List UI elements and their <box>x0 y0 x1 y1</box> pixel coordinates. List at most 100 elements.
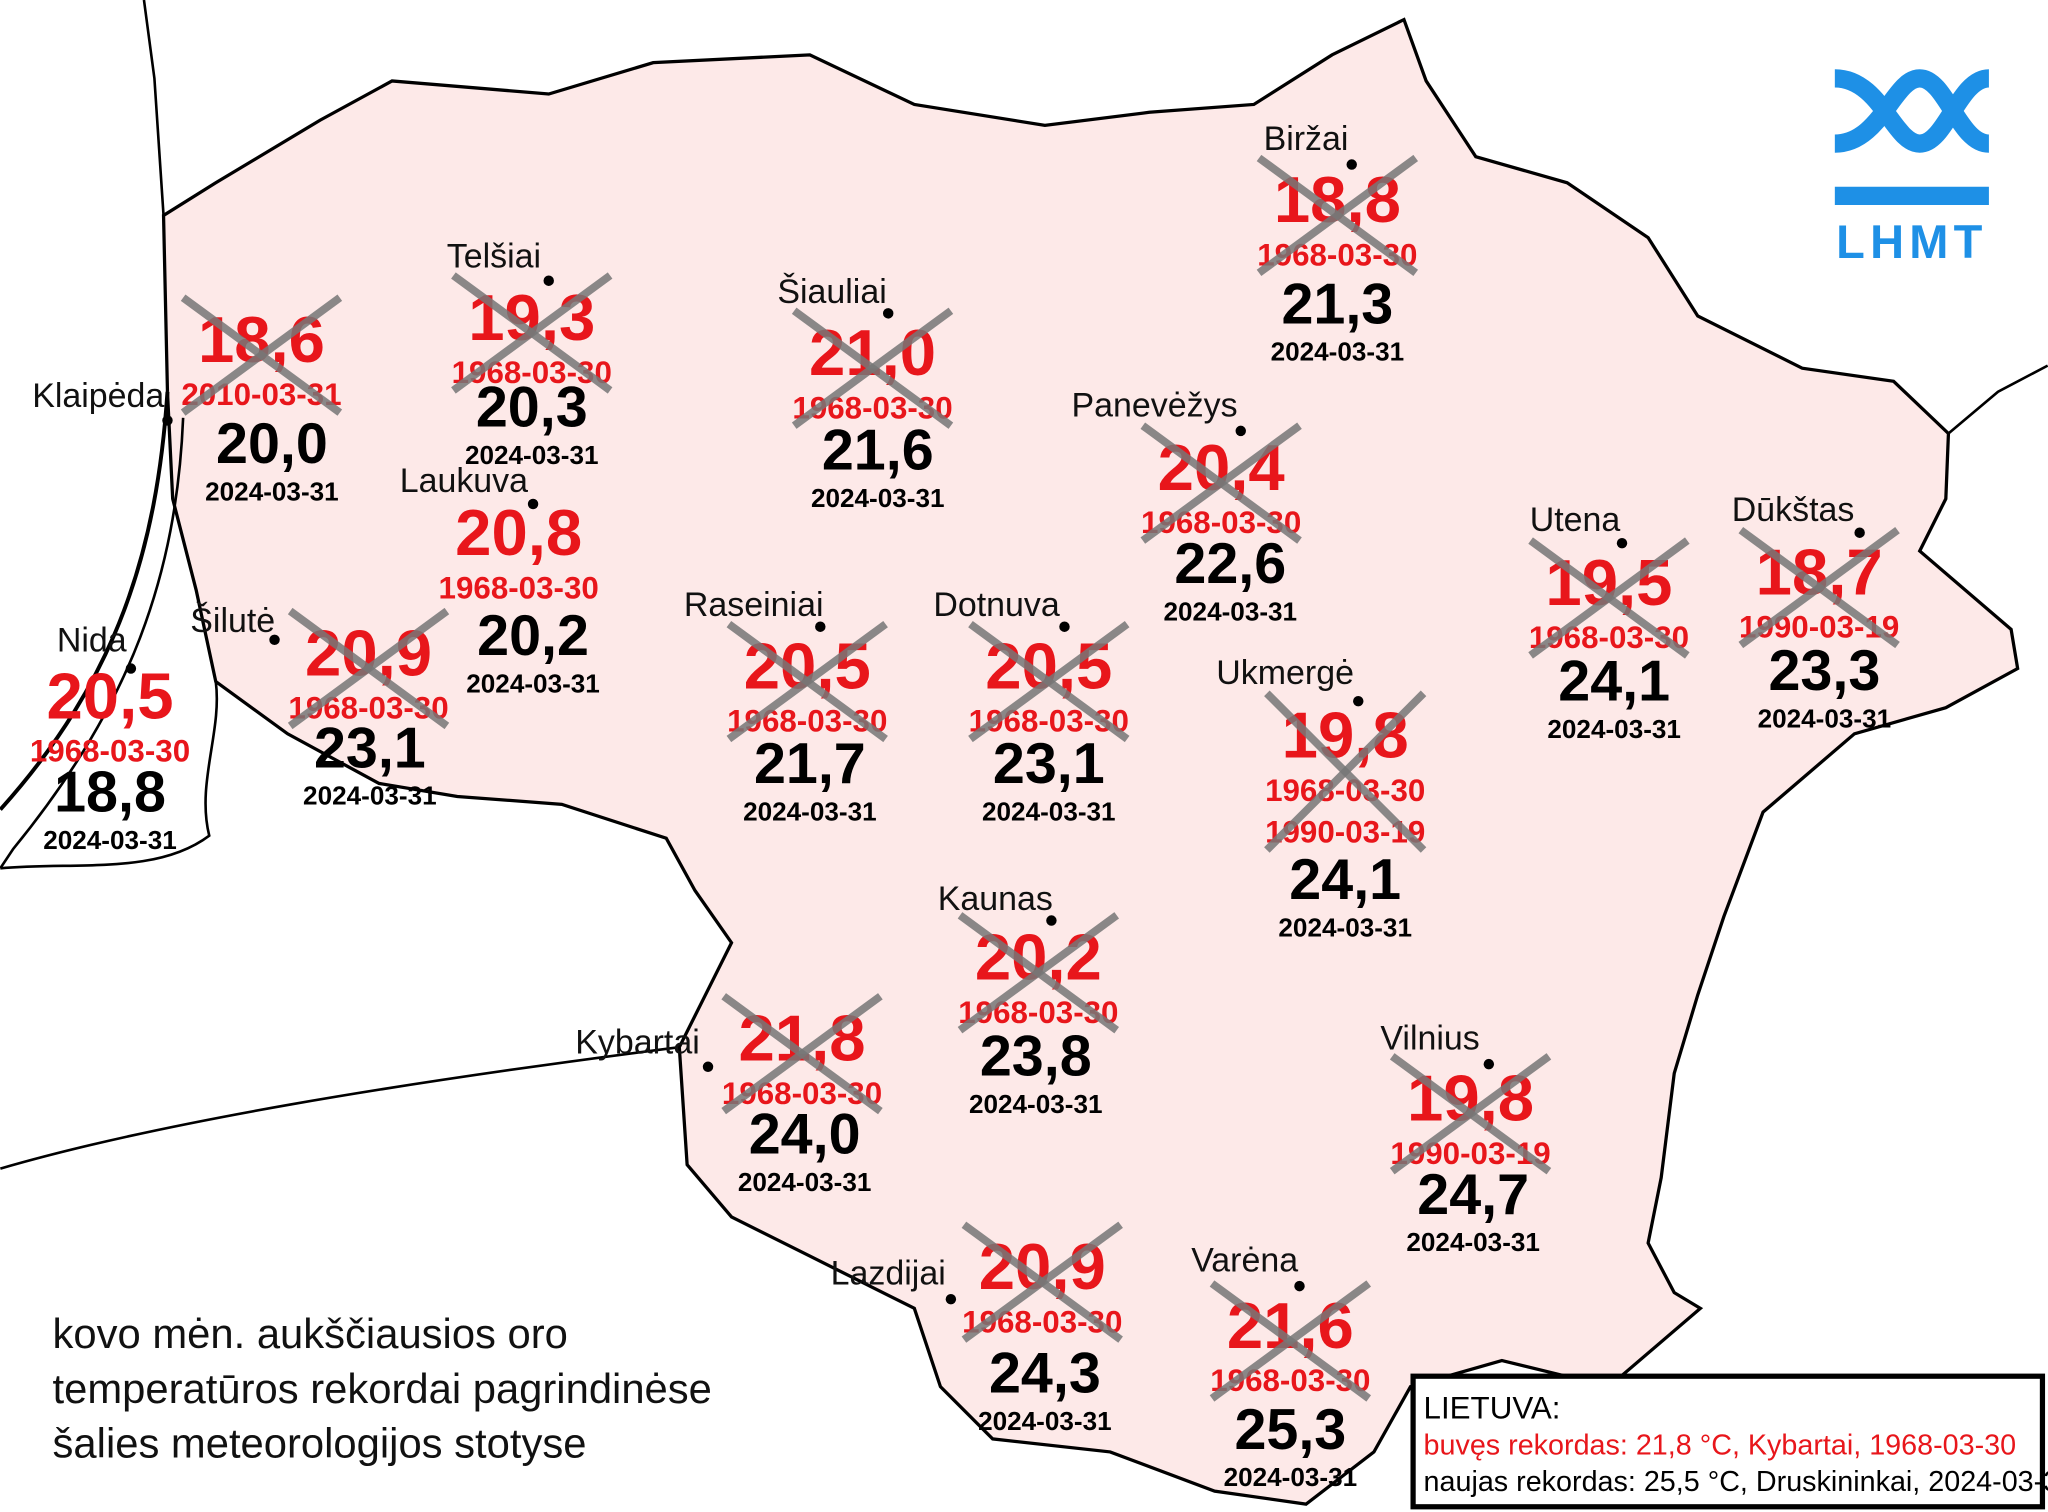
new-record-value: 23,1 <box>314 716 426 780</box>
lagoon-line <box>0 681 219 870</box>
cross-line <box>721 993 883 1115</box>
logo-wave <box>1833 69 1991 153</box>
station-dot <box>125 663 137 674</box>
cross-line <box>287 607 450 730</box>
old-record-value: 19,5 <box>1545 546 1672 619</box>
old-record-date: 1968-03-30 <box>1265 773 1425 808</box>
new-record-value: 21,7 <box>754 732 866 796</box>
station-dot <box>945 1293 957 1305</box>
new-record-value: 21,6 <box>822 419 934 483</box>
station-name: Klaipėda <box>32 377 164 415</box>
new-record-date: 2024-03-31 <box>811 483 945 513</box>
border-line <box>1947 364 2048 435</box>
station-dot <box>527 498 539 510</box>
station-name: Kaunas <box>938 880 1053 918</box>
old-record-value: 20,9 <box>305 616 432 689</box>
new-record-value: 24,1 <box>1558 650 1670 714</box>
cross-line <box>1528 537 1690 659</box>
new-record-date: 2024-03-31 <box>205 476 339 506</box>
station-name: Utena <box>1530 501 1621 539</box>
cross-line <box>180 294 343 416</box>
legend-old: buvęs rekordas: 21,8 °C, Kybartai, 1968-… <box>1424 1429 2017 1461</box>
station-dot <box>815 621 826 632</box>
new-record-date: 2024-03-31 <box>303 781 437 811</box>
new-record-date: 2024-03-31 <box>1278 913 1412 943</box>
cross-line <box>791 307 954 429</box>
cross-line <box>1256 154 1419 277</box>
new-record-date: 2024-03-31 <box>1271 337 1405 367</box>
new-record-value: 18,8 <box>54 761 166 825</box>
station-name: Šiauliai <box>777 273 886 311</box>
borders <box>0 0 2048 1170</box>
old-record-value: 19,8 <box>1282 699 1409 772</box>
old-record-value: 18,6 <box>198 303 325 376</box>
new-record-date: 2024-03-31 <box>982 796 1116 826</box>
old-record-value: 20,5 <box>985 629 1112 702</box>
station-dot <box>1059 621 1070 632</box>
new-record-value: 23,3 <box>1768 639 1880 703</box>
station-name: Lazdijai <box>831 1255 946 1293</box>
cross-line <box>1264 690 1427 853</box>
cross-line <box>1140 422 1302 544</box>
old-record-value: 21,6 <box>1227 1289 1354 1362</box>
new-record-date: 2024-03-31 <box>1758 704 1892 734</box>
legend-title: LIETUVA: <box>1424 1390 1561 1425</box>
station-name: Telšiai <box>447 237 541 275</box>
new-record-date: 2024-03-31 <box>738 1167 872 1197</box>
old-record-value: 20,8 <box>455 496 582 569</box>
station-name: Kybartai <box>575 1024 700 1062</box>
cross-line <box>1389 1053 1552 1175</box>
cross-line <box>1738 526 1900 649</box>
new-record-date: 2024-03-31 <box>1406 1227 1540 1257</box>
station-dot <box>1046 915 1057 926</box>
station-dot <box>162 415 173 426</box>
new-record-date: 2024-03-31 <box>43 825 177 855</box>
caption-line: kovo mėn. aukščiausios oro <box>53 1310 568 1357</box>
cross-line <box>726 620 888 743</box>
new-record-value: 23,1 <box>993 732 1105 796</box>
cross-line <box>961 1221 1123 1343</box>
new-record-date: 2024-03-31 <box>466 668 600 698</box>
new-record-date: 2024-03-31 <box>978 1406 1112 1436</box>
old-record-date: 1968-03-30 <box>30 734 190 769</box>
old-record-value: 19,8 <box>1407 1062 1534 1135</box>
station-name: Nida <box>57 621 127 659</box>
old-record-value: 21,0 <box>809 316 936 389</box>
new-record-value: 22,6 <box>1174 532 1286 596</box>
station-dot <box>1353 695 1364 707</box>
station-dot <box>1854 527 1865 538</box>
lithuania-outline <box>161 17 2020 1506</box>
new-record-value: 24,3 <box>989 1342 1101 1406</box>
new-record-value: 23,8 <box>980 1024 1092 1088</box>
caption-line: temperatūros rekordai pagrindinėse <box>53 1365 712 1412</box>
border-line <box>0 1045 680 1170</box>
station-name: Dūkštas <box>1732 491 1855 529</box>
new-record-value: 24,0 <box>749 1103 861 1167</box>
station-dot <box>882 308 894 319</box>
old-record-date: 1968-03-30 <box>439 570 599 605</box>
cross-line <box>1209 1280 1372 1402</box>
old-record-value: 18,7 <box>1756 535 1883 608</box>
spit-line <box>0 417 185 870</box>
station-name: Raseiniai <box>684 586 824 624</box>
station-dot <box>1483 1058 1495 1070</box>
station-dot <box>1294 1280 1305 1292</box>
station-dot <box>1616 537 1628 549</box>
station-dot <box>1346 159 1357 170</box>
new-record-value: 25,3 <box>1234 1398 1346 1462</box>
new-record-value: 20,0 <box>216 412 328 476</box>
station-name: Dotnuva <box>933 586 1060 624</box>
station-name: Biržai <box>1264 120 1349 158</box>
new-record-date: 2024-03-31 <box>465 440 599 470</box>
station-dot <box>269 634 280 646</box>
station-dot <box>1235 425 1246 437</box>
logo-wave <box>1833 69 1991 153</box>
spit-line <box>0 391 170 811</box>
new-record-value: 24,1 <box>1289 848 1401 912</box>
old-record-value: 18,8 <box>1274 163 1401 236</box>
cross-line <box>451 272 613 394</box>
station-name: Laukuva <box>400 462 528 500</box>
old-record-value: 20,9 <box>979 1230 1106 1303</box>
logo <box>1833 69 1991 205</box>
